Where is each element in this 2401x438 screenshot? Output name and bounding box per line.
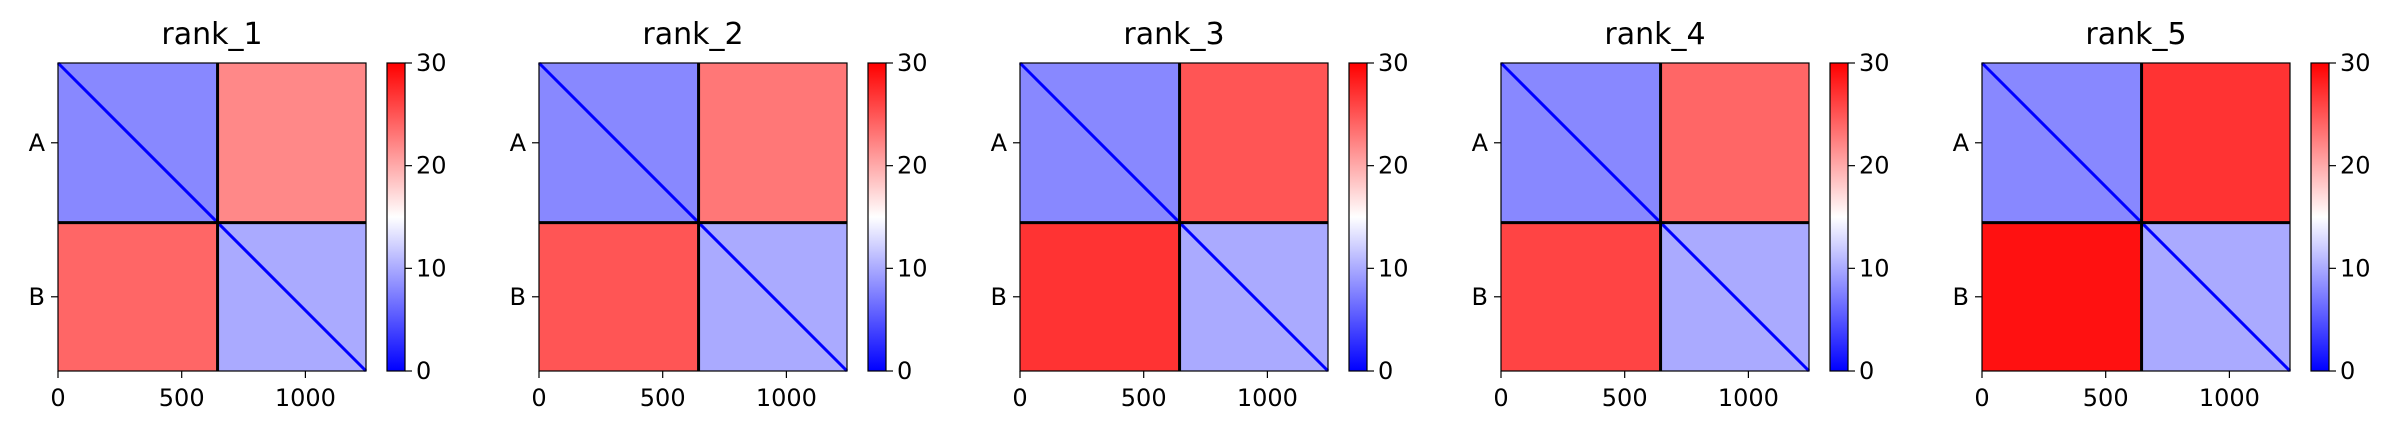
panel-title: rank_1 (161, 17, 262, 52)
panel-title: rank_2 (642, 17, 743, 52)
axes-frame (1981, 62, 2291, 372)
y-tick-label: A (1472, 129, 1489, 157)
y-tick-label: A (510, 129, 527, 157)
colorbar-gradient (2311, 63, 2329, 371)
colorbar-frame (1348, 62, 1368, 372)
pae-panel-4: rank_4 0 500 1000 A B 0 10 20 30 (1472, 17, 1890, 412)
pae-panel-3: rank_3 0 500 1000 A B 0 10 20 30 (991, 17, 1409, 412)
heatmap-block-BA (539, 222, 699, 371)
panel-title: rank_5 (2085, 17, 2186, 52)
panel-title: rank_4 (1604, 17, 1705, 52)
heatmap-diagonal (1499, 61, 1811, 373)
y-tick-label: B (991, 283, 1007, 311)
colorbar-tick-label: 20 (2340, 152, 2371, 180)
heatmap-block-AB (1660, 63, 1809, 223)
x-tick-label: 0 (531, 384, 546, 412)
colorbar-tick-label: 0 (897, 357, 912, 385)
colorbar-tick-label: 20 (416, 152, 447, 180)
colorbar-tick-label: 0 (2340, 357, 2355, 385)
axes-frame (538, 62, 848, 372)
x-tick-label: 500 (159, 384, 205, 412)
x-tick-label: 500 (2083, 384, 2129, 412)
x-tick-label: 500 (1121, 384, 1167, 412)
heatmap-diagonal (1980, 61, 2292, 373)
x-tick-label: 1000 (2199, 384, 2260, 412)
colorbar-tick-label: 10 (1378, 254, 1409, 282)
colorbar-tick-label: 30 (897, 49, 928, 77)
heatmap-block-BA (1501, 222, 1661, 371)
colorbar-tick-label: 20 (1378, 152, 1409, 180)
axes-frame (57, 62, 367, 372)
heatmap-block-AB (1179, 63, 1328, 223)
x-tick-label: 500 (640, 384, 686, 412)
x-tick-label: 1000 (1237, 384, 1298, 412)
x-tick-label: 1000 (756, 384, 817, 412)
colorbar-tick-label: 30 (2340, 49, 2371, 77)
colorbar-tick-label: 10 (2340, 254, 2371, 282)
y-tick-label: A (29, 129, 46, 157)
panel-title: rank_3 (1123, 17, 1224, 52)
y-tick-label: B (510, 283, 526, 311)
pae-panel-1: rank_1 0 500 1000 A B 0 10 20 30 (29, 17, 447, 412)
axes-frame (1500, 62, 1810, 372)
colorbar-gradient (387, 63, 405, 371)
x-tick-label: 1000 (1718, 384, 1779, 412)
colorbar-tick-label: 10 (1859, 254, 1890, 282)
colorbar-tick-label: 20 (897, 152, 928, 180)
colorbar-tick-label: 0 (416, 357, 431, 385)
colorbar-tick-label: 30 (1859, 49, 1890, 77)
colorbar-frame (867, 62, 887, 372)
pae-panel-2: rank_2 0 500 1000 A B 0 10 20 30 (510, 17, 928, 412)
heatmap-block-BA (58, 222, 218, 371)
x-tick-label: 0 (1974, 384, 1989, 412)
heatmap-diagonal (56, 61, 368, 373)
heatmap-block-AB (217, 63, 366, 223)
x-tick-label: 0 (1012, 384, 1027, 412)
y-tick-label: A (1953, 129, 1970, 157)
colorbar-tick-label: 10 (416, 254, 447, 282)
x-tick-label: 1000 (275, 384, 336, 412)
colorbar-tick-label: 30 (416, 49, 447, 77)
colorbar-frame (386, 62, 406, 372)
y-tick-label: B (1953, 283, 1969, 311)
colorbar-tick-label: 30 (1378, 49, 1409, 77)
y-tick-label: B (1472, 283, 1488, 311)
heatmap-diagonal (537, 61, 849, 373)
heatmap-block-AB (2141, 63, 2290, 223)
heatmap-diagonal (1018, 61, 1330, 373)
heatmap-block-BA (1982, 222, 2142, 371)
colorbar-frame (1829, 62, 1849, 372)
colorbar-tick-label: 10 (897, 254, 928, 282)
heatmap-block-BA (1020, 222, 1180, 371)
axes-frame (1019, 62, 1329, 372)
colorbar-gradient (868, 63, 886, 371)
pae-panel-5: rank_5 0 500 1000 A B 0 10 20 30 (1953, 17, 2371, 412)
colorbar-tick-label: 0 (1859, 357, 1874, 385)
colorbar-tick-label: 0 (1378, 357, 1393, 385)
x-tick-label: 500 (1602, 384, 1648, 412)
colorbar-tick-label: 20 (1859, 152, 1890, 180)
colorbar-gradient (1830, 63, 1848, 371)
colorbar-gradient (1349, 63, 1367, 371)
colorbar-frame (2310, 62, 2330, 372)
x-tick-label: 0 (50, 384, 65, 412)
x-tick-label: 0 (1493, 384, 1508, 412)
y-tick-label: A (991, 129, 1008, 157)
heatmap-block-AB (698, 63, 847, 223)
y-tick-label: B (29, 283, 45, 311)
